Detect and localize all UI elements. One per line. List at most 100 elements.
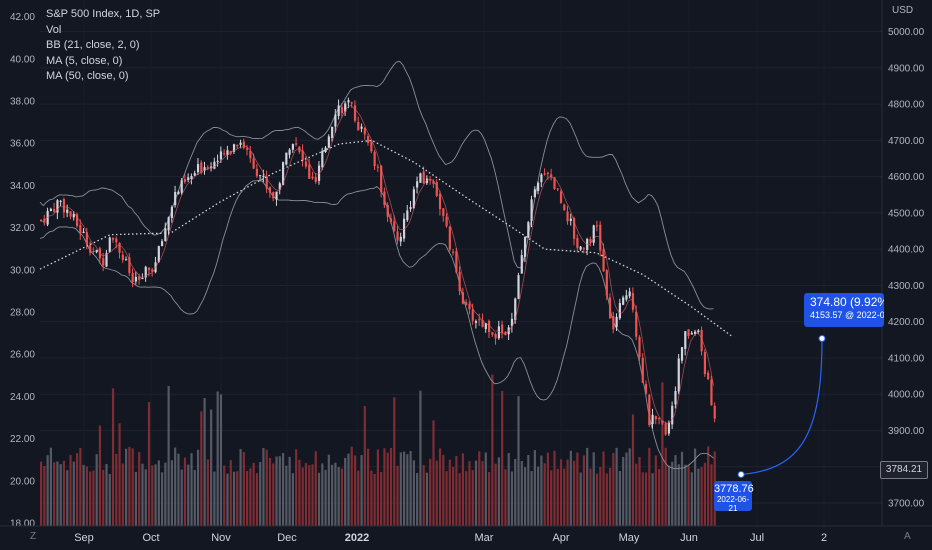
volume-bar [667,465,671,526]
candle-body [190,176,193,179]
volume-bar [461,453,465,526]
candle-body [311,176,314,179]
volume-bar [340,468,344,526]
timezone-toggle[interactable]: Z [30,531,37,542]
candle-body [589,239,592,243]
volume-bar [347,453,350,526]
candle-body [448,226,451,250]
volume-bar [631,414,635,526]
candle-body [638,337,641,358]
volume-bar [504,469,507,526]
projection-start-price: 3778.76 [714,483,754,495]
legend-bb[interactable]: BB (21, close, 2, 0) [46,39,140,51]
volume-bar [684,464,687,526]
candle-body [219,151,223,160]
volume-bar [121,463,124,526]
candle-body [373,151,376,167]
volume-bar [514,458,517,526]
legend-vol[interactable]: Vol [46,23,62,36]
candle-body [144,266,147,278]
volume-bar [615,447,618,526]
volume-bar [321,463,324,526]
legend-ma5[interactable]: MA (5, close, 0) [46,54,123,67]
volume-bar [75,453,79,526]
volume-bar [376,449,380,526]
volume-bar [281,453,285,526]
volume-bar [671,461,674,526]
left-tick-label: 40.00 [10,54,35,65]
left-tick-label: 42.00 [10,12,35,23]
candle-body [49,208,53,211]
currency-label[interactable]: USD [892,5,914,16]
candle-body [79,224,82,234]
candle-body [380,165,383,192]
volume-bar [694,448,697,526]
volume-bar [206,459,209,526]
candle-body [579,246,582,250]
volume-bar [543,463,546,526]
projection-target-box[interactable]: 374.80 (9.92%) 4153.57 @ 2022-0 [804,293,884,327]
volume-bar [370,470,373,526]
projection-start-box[interactable]: 3778.76 2022-06-21 [714,481,754,513]
volume-bar [566,459,569,526]
volume-bar [311,464,314,526]
candle-body [255,168,259,176]
volume-bar [635,463,638,526]
candle-body [608,297,612,319]
candle-body [520,255,523,274]
indicator-legend: S&P 500 Index, 1D, SP Vol BB (21, close,… [46,7,160,85]
volume-bar [203,398,206,526]
candle-body [648,395,651,426]
candle-body [85,232,88,245]
volume-bar [183,457,187,526]
volume-bar [324,469,327,526]
volume-bar [72,461,75,526]
volume-bar [458,473,461,526]
candle-body [605,270,608,296]
candle-body [435,181,438,196]
candle-body [278,183,281,190]
legend-ma50[interactable]: MA (50, close, 0) [46,70,129,82]
candle-body [592,225,595,243]
volume-bar [53,462,56,526]
volume-bar [105,464,108,526]
candle-body [644,384,648,394]
candle-body [350,102,353,104]
candle-body [226,150,229,156]
volume-bar [288,456,291,526]
volume-bar [167,386,170,526]
volume-bar [550,470,553,526]
legend-title[interactable]: S&P 500 Index, 1D, SP [46,8,161,20]
candle-body [546,172,550,174]
candle-body [180,180,183,193]
candle-body [713,405,716,419]
volume-bar [334,462,337,526]
volume-bar [563,468,566,526]
time-tick-label: Dec [277,532,297,544]
volume-bar [517,396,520,526]
volume-bar [118,423,121,526]
volume-bar [677,464,680,526]
volume-bar [383,448,386,526]
volume-bar [367,448,370,526]
price-tick-label: 4500.00 [888,208,925,219]
volume-bar [419,390,422,526]
volume-bar [128,446,131,526]
candle-body [291,144,294,150]
volume-bar [445,471,448,526]
candle-body [442,208,445,217]
candle-body [487,321,491,333]
candle-body [553,177,556,189]
candle-body [200,162,203,173]
volume-bar [295,449,298,526]
auto-scale-toggle[interactable]: A [904,531,911,542]
volume-bar [138,452,141,526]
candle-body [664,423,667,435]
volume-bar [154,464,157,526]
last-price-tag: 3784.21 [880,461,928,479]
volume-bar [180,469,183,526]
price-tick-label: 4600.00 [888,172,925,183]
candle-body [468,303,471,310]
volume-bar [700,467,703,526]
